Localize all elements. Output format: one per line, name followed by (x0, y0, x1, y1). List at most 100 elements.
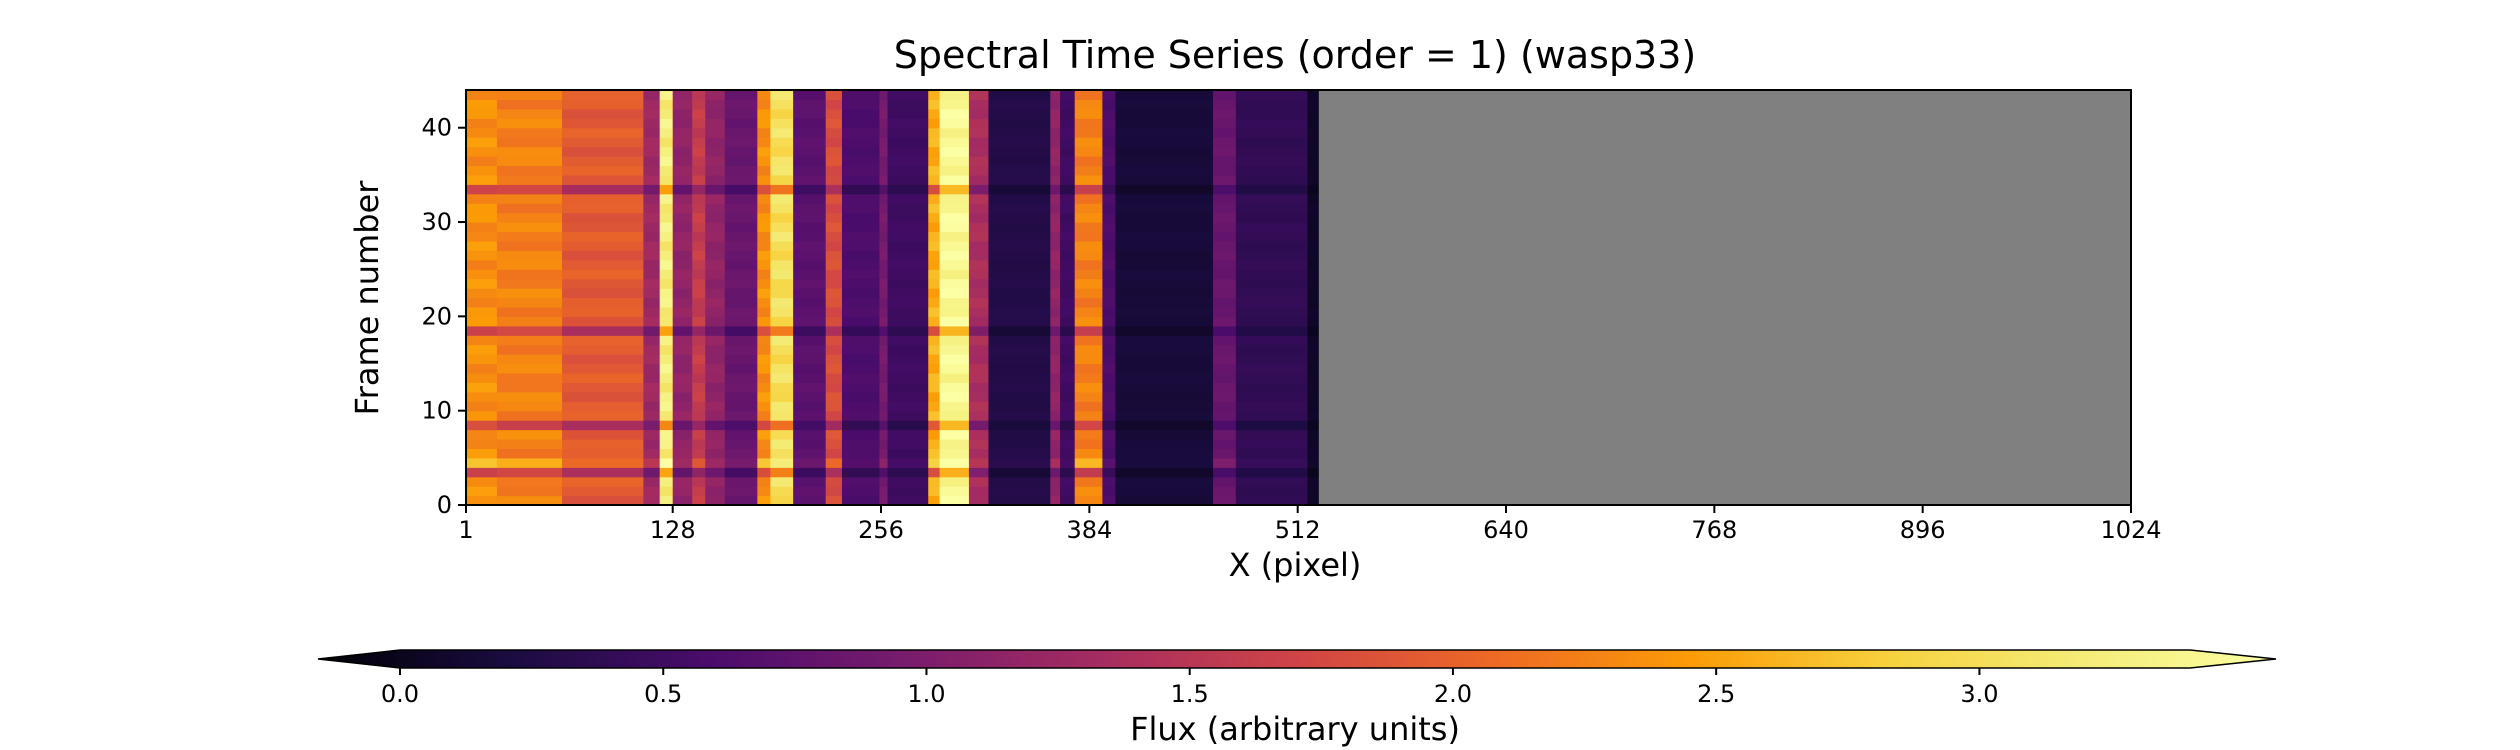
heatmap-cell (1102, 278, 1116, 289)
heatmap-cell (496, 165, 563, 176)
heatmap-cell (659, 297, 674, 308)
heatmap-cell (1074, 354, 1103, 365)
heatmap-cell (1060, 457, 1076, 468)
heatmap-cell (928, 467, 941, 478)
heatmap-cell (496, 486, 563, 497)
heatmap-cell (1307, 476, 1320, 487)
heatmap-cell (928, 306, 941, 317)
x-tick-label: 1024 (2100, 516, 2161, 544)
heatmap-cell (825, 222, 843, 233)
heatmap-cell (692, 363, 706, 374)
heatmap-cell (643, 174, 661, 185)
heatmap-cell (659, 90, 674, 101)
heatmap-cell (724, 372, 758, 383)
heatmap-cell (1235, 137, 1309, 148)
heatmap-cell (1074, 344, 1103, 355)
heatmap-cell (1060, 316, 1076, 327)
heatmap-cell (968, 325, 990, 336)
y-tick-label: 40 (421, 114, 452, 142)
heatmap-cell (770, 486, 794, 497)
colorbar-tick-label: 2.0 (1434, 680, 1472, 708)
heatmap-cell (1102, 137, 1116, 148)
heatmap-cell (757, 372, 771, 383)
heatmap-cell (659, 231, 674, 242)
heatmap-cell (1102, 269, 1116, 280)
heatmap-cell (1074, 448, 1103, 459)
heatmap-cell (1060, 335, 1076, 346)
heatmap-cell (988, 457, 1051, 468)
heatmap-cell (705, 108, 726, 119)
heatmap-cell (841, 259, 880, 270)
heatmap-cell (1307, 184, 1320, 195)
heatmap-cell (825, 391, 843, 402)
heatmap-cell (1235, 99, 1309, 110)
heatmap-cell (879, 269, 889, 280)
heatmap-cell (1307, 382, 1320, 393)
heatmap-cell (496, 372, 563, 383)
heatmap-cell (939, 438, 970, 450)
heatmap-cell (1115, 212, 1214, 223)
heatmap-cell (1102, 325, 1116, 336)
heatmap-cell (562, 420, 645, 431)
heatmap-cell (1235, 240, 1309, 251)
heatmap-cell (562, 391, 645, 402)
heatmap-cell (692, 335, 706, 346)
heatmap-cell (496, 316, 563, 327)
heatmap-cell (841, 250, 880, 261)
heatmap-cell (928, 325, 941, 336)
heatmap-cell (770, 165, 794, 176)
heatmap-cell (1213, 457, 1237, 468)
heatmap-cell (841, 127, 880, 138)
heatmap-cell (705, 250, 726, 261)
heatmap-cell (968, 146, 990, 157)
heatmap-cell (672, 108, 693, 119)
heatmap-cell (692, 325, 706, 336)
heatmap-cell (928, 165, 941, 176)
heatmap-cell (841, 438, 880, 450)
heatmap-cell (770, 212, 794, 223)
heatmap-cell (1074, 127, 1103, 138)
heatmap-cell (825, 165, 843, 176)
heatmap-cell (672, 137, 693, 148)
heatmap-cell (841, 99, 880, 110)
heatmap-cell (562, 306, 645, 317)
heatmap-cell (672, 363, 693, 374)
x-tick-label: 512 (1275, 516, 1321, 544)
heatmap-cell (770, 137, 794, 148)
heatmap-cell (672, 146, 693, 157)
heatmap-cell (1102, 382, 1116, 393)
heatmap-cell (825, 382, 843, 393)
heatmap-cell (793, 222, 827, 233)
heatmap-cell (879, 401, 889, 412)
heatmap-cell (1235, 90, 1309, 101)
heatmap-cell (1213, 297, 1237, 308)
y-tick-label: 30 (421, 208, 452, 236)
heatmap-cell (770, 316, 794, 327)
heatmap-cell (562, 193, 645, 204)
heatmap-cell (793, 288, 827, 299)
heatmap-cell (659, 193, 674, 204)
heatmap-cell (1050, 476, 1061, 487)
heatmap-cell (724, 476, 758, 487)
heatmap-cell (1060, 231, 1076, 242)
heatmap-cell (1235, 278, 1309, 289)
heatmap-cell (841, 410, 880, 421)
heatmap-cell (724, 467, 758, 478)
heatmap-cell (770, 222, 794, 233)
heatmap-cell (1307, 146, 1320, 157)
heatmap-cell (825, 269, 843, 280)
heatmap-cell (1102, 193, 1116, 204)
heatmap-cell (692, 174, 706, 185)
heatmap-cell (1213, 212, 1237, 223)
heatmap-cell (770, 278, 794, 289)
heatmap-cell (672, 278, 693, 289)
heatmap-cell (968, 372, 990, 383)
heatmap-cell (672, 156, 693, 167)
heatmap-cell (1235, 288, 1309, 299)
heatmap-cell (692, 438, 706, 450)
heatmap-cell (643, 401, 661, 412)
heatmap-cell (968, 495, 990, 506)
heatmap-cell (672, 429, 693, 440)
heatmap-cell (1235, 203, 1309, 214)
heatmap-cell (659, 325, 674, 336)
